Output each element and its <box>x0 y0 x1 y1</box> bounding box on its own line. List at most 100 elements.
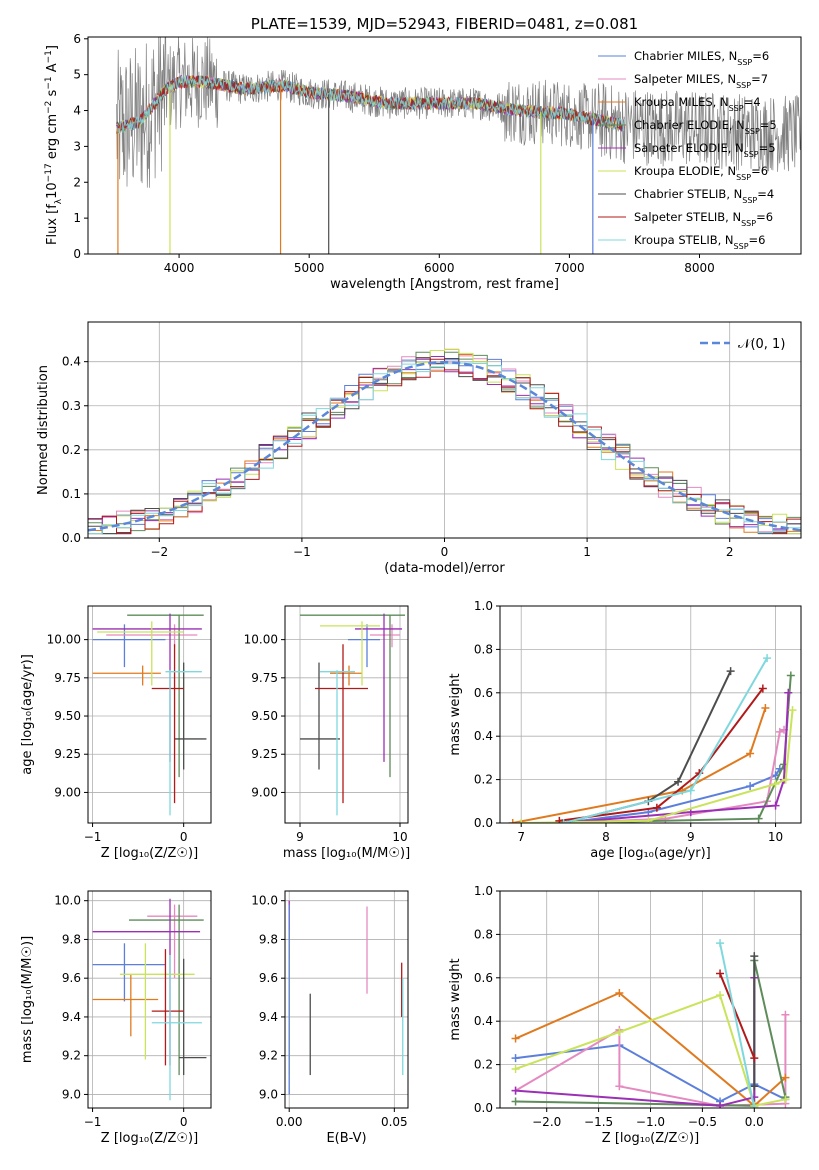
y-label-part: λ <box>54 198 64 204</box>
legend-entry: Salpeter ELODIE, NSSP=5 <box>634 141 776 159</box>
weight-point-marker <box>754 814 763 823</box>
panel-age_vs_Z: −1 0 9.00 9.25 9.50 9.75 10.00 Z [log₁₀(Z/Z☉)] a… <box>20 605 212 861</box>
weight-point-marker <box>771 801 780 810</box>
legend-model: Kroupa MILES <box>634 95 713 109</box>
legend-nssp-value: 4 <box>767 187 774 201</box>
x-tick-label: 6000 <box>424 261 455 275</box>
legend-entry: Chabrier MILES, NSSP=6 <box>634 49 769 67</box>
y-tick-label: 9.4 <box>62 1010 81 1024</box>
axes-frame <box>284 605 409 824</box>
y-tick-label: 0.6 <box>474 971 493 985</box>
y-tick-label: 0.3 <box>62 399 81 413</box>
legend-entry: Kroupa ELODIE, NSSP=6 <box>634 164 768 182</box>
y-tick-label: 9.8 <box>259 932 278 946</box>
weight-point-marker <box>781 1095 790 1104</box>
weight-point-marker <box>750 952 759 961</box>
legend-nssp-prefix: , N <box>729 118 745 132</box>
x-axis-label: Z [log₁₀(Z/Z☉)] <box>602 1131 699 1146</box>
legend-nssp-sub: SSP <box>734 242 749 251</box>
weight-point-marker <box>716 991 725 1000</box>
legend-entry: Salpeter MILES, NSSP=7 <box>634 72 768 90</box>
x-tick-label: −2 <box>150 545 168 559</box>
legend-model: Chabrier ELODIE <box>634 118 729 132</box>
legend-nssp-sub: SSP <box>741 219 756 228</box>
y-tick-label: 1 <box>73 211 81 225</box>
legend-nssp-eq: = <box>759 141 769 155</box>
legend-nssp-eq: = <box>749 233 759 247</box>
weight-line <box>515 1014 787 1107</box>
legend-nssp-eq: = <box>751 164 761 178</box>
plot-area-spectrum <box>116 37 801 254</box>
y-label-part: −2 <box>44 101 54 114</box>
y-tick-label: 0.2 <box>62 443 81 457</box>
x-tick-label: −1 <box>84 830 102 844</box>
y-tick-label: 0.4 <box>474 729 493 743</box>
weight-point-marker <box>781 1010 790 1019</box>
weight-line <box>563 657 768 823</box>
legend-nssp-sub: SSP <box>744 150 759 159</box>
y-tick-label: 0.2 <box>474 1058 493 1072</box>
weight-point-marker <box>758 684 767 693</box>
x-axis-label: age [log₁₀(age/yr)] <box>590 846 711 861</box>
x-tick-label: 7 <box>517 830 525 844</box>
legend-nssp-prefix: , N <box>720 164 736 178</box>
legend-model: Salpeter STELIB <box>634 210 725 224</box>
weight-point-marker <box>763 654 772 663</box>
y-tick-label: 10.0 <box>251 894 278 908</box>
weight-point-marker <box>771 779 780 788</box>
y-tick-label: 3 <box>73 139 81 153</box>
y-label-part: s <box>45 89 60 100</box>
axes-frame <box>499 605 802 824</box>
y-tick-label: 9.2 <box>259 1049 278 1063</box>
weight-point-marker <box>786 671 795 680</box>
y-label-part: −1 <box>44 76 54 89</box>
weight-line <box>563 728 785 823</box>
panel-mass_vs_Z: −1 0 9.0 9.2 9.4 9.6 9.8 10.0 Z [log₁₀(Z/Z☉)] mas… <box>20 890 212 1146</box>
y-label-part: −17 <box>44 163 54 182</box>
legend-nssp-value: 5 <box>768 141 775 155</box>
y-tick-label: 9.75 <box>251 671 278 685</box>
legend-nssp-value: 6 <box>762 49 769 63</box>
legend-model: Kroupa ELODIE <box>634 164 720 178</box>
legend-nssp-eq: = <box>760 118 770 132</box>
figure-title: PLATE=1539, MJD=52943, FIBERID=0481, z=0… <box>251 15 638 33</box>
weight-point-marker <box>511 1054 520 1063</box>
legend-nssp-sub: SSP <box>742 196 757 205</box>
legend-nssp-value: 7 <box>761 72 768 86</box>
panel-weight_vs_Z: −2.0 −1.5 −1.0 −0.5 0.0 0.0 0.2 0.4 0.6 0.8 1.0 Z [… <box>448 884 802 1146</box>
plot-area-weight_vs_age <box>508 654 797 823</box>
legend-model: Kroupa STELIB <box>634 233 718 247</box>
legend-entry: Chabrier STELIB, NSSP=4 <box>634 187 774 205</box>
x-tick-label: 0.0 <box>745 1115 764 1129</box>
y-label-part: 10 <box>45 182 60 199</box>
weight-point-marker <box>781 1073 790 1082</box>
weight-line <box>515 977 756 1107</box>
weight-point-marker <box>652 803 661 812</box>
y-label-part: ] <box>45 45 60 50</box>
y-tick-label: 9.0 <box>62 1087 81 1101</box>
x-tick-label: 10 <box>768 830 783 844</box>
weight-point-marker <box>746 782 755 791</box>
weight-point-marker <box>750 1082 759 1091</box>
x-axis-label: wavelength [Angstrom, rest frame] <box>330 277 559 292</box>
weight-point-marker <box>716 1101 725 1108</box>
plot-area-residuals <box>88 348 801 535</box>
legend-model: Salpeter ELODIE <box>634 141 728 155</box>
panel-residuals: −2 −1 0 1 2 0.0 0.1 0.2 0.3 0.4 (data-model)/error… <box>36 321 802 576</box>
weight-point-marker <box>775 727 784 736</box>
legend-nssp-prefix: , N <box>728 141 744 155</box>
y-tick-label: 2 <box>73 175 81 189</box>
x-tick-label: 2 <box>726 545 734 559</box>
histogram-kroupa-stelib <box>88 362 801 535</box>
y-tick-label: 1.0 <box>474 884 493 898</box>
y-tick-label: 9.25 <box>54 747 81 761</box>
weight-line <box>719 973 756 1059</box>
x-tick-label: −0.5 <box>688 1115 717 1129</box>
weight-point-marker <box>761 703 770 712</box>
y-tick-label: 0.0 <box>474 1101 493 1115</box>
y-tick-label: 9.75 <box>54 671 81 685</box>
y-tick-label: 10.00 <box>244 633 278 647</box>
y-tick-label: 0.0 <box>62 531 81 545</box>
y-axis-label: age [log₁₀(age/yr)] <box>20 654 35 775</box>
